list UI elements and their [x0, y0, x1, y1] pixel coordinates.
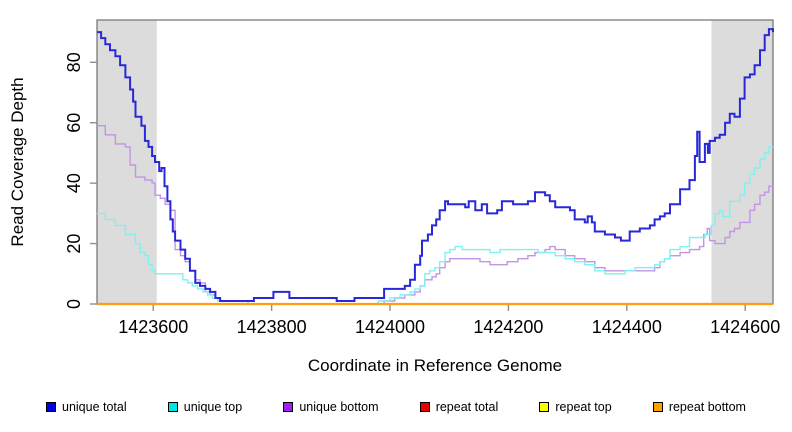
- legend-label: unique bottom: [299, 400, 379, 414]
- legend-item-repeat-total: repeat total: [419, 400, 499, 414]
- legend-swatch-repeat-bottom: [652, 402, 663, 412]
- series-unique-top-line: [97, 146, 773, 305]
- series-unique-bottom-line: [97, 125, 773, 305]
- shaded-region-right: [711, 20, 773, 304]
- legend-swatch-repeat-total: [419, 402, 430, 412]
- legend-label: repeat top: [555, 400, 612, 414]
- legend-swatch-unique-top: [167, 402, 178, 412]
- legend-label: unique total: [62, 400, 127, 414]
- legend-item-unique-top: unique top: [167, 400, 243, 414]
- y-tick-label: 40: [64, 173, 84, 193]
- y-tick-label: 20: [64, 234, 84, 254]
- x-tick-label: 1423800: [237, 317, 307, 337]
- x-tick-label: 1424200: [473, 317, 543, 337]
- legend-swatch-unique-bottom: [283, 402, 294, 412]
- legend: unique total unique top unique bottom repea…: [46, 400, 746, 414]
- legend-swatch-unique-total: [46, 402, 56, 412]
- y-tick-label: 80: [64, 52, 84, 72]
- x-tick-label: 1424400: [592, 317, 662, 337]
- series-unique-total-line: [97, 28, 774, 302]
- legend-item-unique-bottom: unique bottom: [283, 400, 379, 414]
- coverage-plot: 1423600 1423800 1424000 1424200 1424400 14246…: [64, 19, 780, 337]
- legend-item-unique-total: unique total: [46, 400, 127, 414]
- legend-label: repeat total: [435, 400, 499, 414]
- legend-label: repeat bottom: [668, 400, 746, 414]
- legend-swatch-repeat-top: [539, 402, 550, 412]
- x-tick-label: 1423600: [118, 317, 188, 337]
- legend-item-repeat-top: repeat top: [539, 400, 612, 414]
- legend-label: unique top: [183, 400, 243, 414]
- y-axis-title: Read Coverage Depth: [8, 77, 27, 247]
- legend-item-repeat-bottom: repeat bottom: [652, 400, 746, 414]
- x-tick-label: 1424000: [355, 317, 425, 337]
- y-tick-label: 60: [64, 113, 84, 133]
- x-tick-label: 1424600: [710, 317, 780, 337]
- y-tick-label: 0: [64, 299, 84, 309]
- x-axis-title: Coordinate in Reference Genome: [307, 356, 563, 375]
- plot-frame: [96, 19, 774, 305]
